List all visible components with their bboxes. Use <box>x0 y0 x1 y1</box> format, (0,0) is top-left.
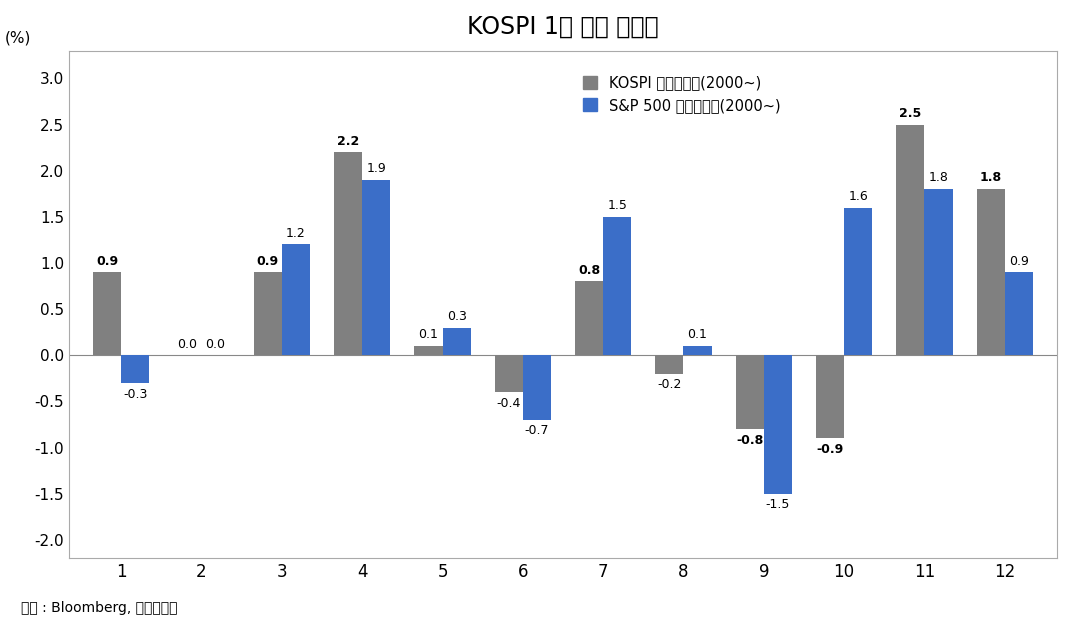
Text: 2.5: 2.5 <box>899 107 922 120</box>
Text: 1.9: 1.9 <box>367 162 386 175</box>
Text: 0.9: 0.9 <box>1009 255 1029 268</box>
Text: 0.9: 0.9 <box>256 255 279 268</box>
Text: 0.0: 0.0 <box>178 338 197 351</box>
Text: -1.5: -1.5 <box>765 498 790 511</box>
Bar <box>924 189 953 355</box>
Bar <box>575 281 604 355</box>
Bar <box>1004 272 1033 355</box>
Text: 2.2: 2.2 <box>337 135 359 148</box>
Text: (%): (%) <box>4 30 31 45</box>
Bar <box>334 152 362 355</box>
Bar <box>896 124 924 355</box>
Bar <box>362 180 390 355</box>
Bar <box>443 327 471 355</box>
Text: 자료 : Bloomberg, 현대차증권: 자료 : Bloomberg, 현대차증권 <box>21 601 178 615</box>
Text: -0.2: -0.2 <box>657 378 682 391</box>
Bar <box>816 355 844 438</box>
Bar <box>282 245 310 355</box>
Bar <box>523 355 551 420</box>
Bar <box>494 355 523 392</box>
Bar <box>977 189 1004 355</box>
Bar <box>254 272 282 355</box>
Text: -0.4: -0.4 <box>496 397 521 410</box>
Text: -0.3: -0.3 <box>123 388 148 401</box>
Text: 1.2: 1.2 <box>286 227 306 240</box>
Text: -0.8: -0.8 <box>736 433 763 446</box>
Text: 1.6: 1.6 <box>848 190 868 203</box>
Text: 1.8: 1.8 <box>980 171 1002 184</box>
Bar <box>93 272 121 355</box>
Text: 0.1: 0.1 <box>687 329 708 342</box>
Bar <box>735 355 764 429</box>
Bar <box>655 355 684 374</box>
Text: 1.5: 1.5 <box>607 199 627 212</box>
Text: 0.8: 0.8 <box>578 264 600 277</box>
Title: KOSPI 1월 평균 수익률: KOSPI 1월 평균 수익률 <box>467 15 659 39</box>
Text: -0.9: -0.9 <box>817 443 844 456</box>
Text: 1.8: 1.8 <box>928 171 949 184</box>
Text: 0.9: 0.9 <box>96 255 118 268</box>
Text: -0.7: -0.7 <box>524 425 549 437</box>
Bar <box>764 355 792 494</box>
Bar <box>415 346 443 355</box>
Legend: KOSPI 월별수익률(2000~), S&P 500 월별수익률(2000~): KOSPI 월별수익률(2000~), S&P 500 월별수익률(2000~) <box>576 68 788 120</box>
Bar <box>844 207 873 355</box>
Text: 0.3: 0.3 <box>447 310 466 323</box>
Bar <box>604 217 631 355</box>
Text: 0.1: 0.1 <box>418 329 438 342</box>
Bar <box>121 355 149 383</box>
Text: 0.0: 0.0 <box>206 338 225 351</box>
Bar <box>684 346 712 355</box>
